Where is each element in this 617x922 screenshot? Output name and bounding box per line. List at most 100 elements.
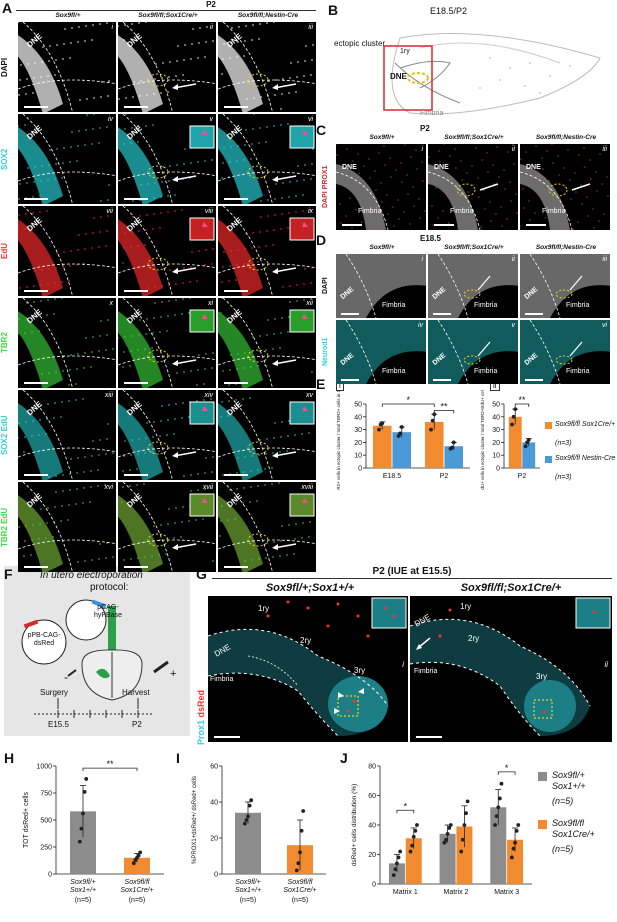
cell-dot — [366, 214, 368, 216]
cell-dot — [288, 316, 290, 318]
cell-dot — [531, 163, 533, 165]
cell-dot — [160, 316, 162, 318]
roman-label: xviii — [301, 484, 313, 491]
cell-dot — [308, 432, 310, 434]
cell-dot — [33, 181, 35, 183]
cell-dot — [252, 128, 254, 130]
cell-dot — [243, 487, 245, 489]
cell-dot — [489, 201, 491, 203]
cell-dot — [146, 214, 148, 216]
ectopic-outline — [463, 355, 481, 365]
cell-dot — [280, 108, 282, 110]
roman-label: ii — [511, 256, 515, 263]
cell-dot — [535, 145, 537, 147]
cell-dot — [132, 200, 134, 202]
chart-j: 0 20 40 60 80 dsRed+ cells distribution (%) Ma… — [351, 763, 532, 896]
cell-dot — [91, 143, 93, 145]
cell-dot — [541, 157, 543, 159]
cell-dot — [33, 77, 35, 79]
scale-bar — [224, 198, 248, 200]
cell-dot — [244, 560, 246, 562]
cell-dot — [175, 403, 177, 405]
cell-dot — [271, 467, 273, 469]
arrowhead — [272, 84, 278, 90]
cell-dot — [85, 129, 87, 131]
scale-bar — [224, 382, 248, 384]
row-label: TBR2 EdU — [0, 507, 9, 547]
ectopic-outline — [247, 441, 269, 455]
row-label: SOX2 EdU — [0, 415, 9, 455]
cell-dot — [566, 216, 568, 218]
panel-f-letter: F — [4, 566, 13, 582]
y-tick-label: 30 — [354, 427, 362, 434]
cell-dot — [107, 199, 109, 201]
cell-dot — [20, 64, 22, 66]
cell-dot — [461, 179, 463, 181]
cell-dot — [162, 166, 164, 168]
cell-dot — [63, 43, 65, 45]
cell-dot — [137, 349, 139, 351]
cell-dot — [161, 77, 163, 79]
cell-dot — [204, 56, 206, 58]
inset-arrowhead — [302, 222, 308, 227]
cell-dot — [33, 301, 35, 303]
cell-dot — [132, 96, 134, 98]
cell-dot — [61, 298, 63, 299]
cell-dot — [280, 332, 282, 334]
cell-dot — [222, 58, 224, 60]
panel-a-image-1-0: DNE iv — [18, 114, 116, 204]
cell-dot — [212, 560, 214, 562]
tissue-band — [118, 35, 163, 112]
cell-dot — [252, 232, 254, 234]
data-point — [497, 796, 502, 801]
data-point — [395, 861, 399, 866]
cell-dot — [230, 146, 232, 148]
arrowhead — [272, 544, 278, 550]
bar — [456, 826, 473, 884]
cell-dot — [124, 336, 126, 338]
cell-dot — [257, 485, 259, 487]
cell-dot — [79, 99, 81, 101]
cell-dot — [481, 159, 483, 161]
cell-dot — [342, 166, 344, 168]
cell-dot — [39, 211, 41, 213]
g-left-roman: i — [402, 660, 404, 669]
boundary — [529, 320, 561, 384]
cell-dot — [190, 162, 192, 164]
ectopic-outline — [247, 349, 269, 363]
cell-dot — [70, 250, 72, 252]
cell-dot — [221, 281, 223, 283]
data-point — [415, 823, 419, 827]
cell-dot — [498, 176, 500, 178]
cell-dot — [54, 506, 56, 508]
cell-dot — [131, 231, 133, 233]
sig-star-bracket — [396, 809, 415, 814]
cell-dot — [375, 189, 377, 191]
panel-a-image-3-2: DNE xii — [218, 298, 316, 388]
cell-dot — [407, 193, 409, 195]
cell-dot — [236, 472, 238, 474]
cell-dot — [61, 505, 63, 507]
cell-dot — [393, 225, 395, 227]
cell-dot — [118, 25, 119, 27]
g-left-1ry: 1ry — [258, 604, 270, 613]
cell-dot — [229, 161, 231, 163]
cell-dot — [107, 95, 109, 97]
cell-dot — [286, 554, 288, 556]
cell-dot — [281, 213, 283, 215]
cell-dot — [138, 126, 140, 128]
bar — [522, 442, 536, 468]
cell-dot — [253, 114, 255, 115]
roman-label: ix — [307, 208, 313, 215]
cell-dot — [607, 195, 609, 197]
cell-dot — [31, 435, 33, 437]
cell-dot — [63, 251, 65, 253]
cell-dot — [136, 484, 138, 486]
cell-dot — [257, 261, 259, 263]
scale-bar — [526, 224, 546, 226]
cell-dot — [55, 267, 57, 269]
cell-dot — [155, 63, 157, 65]
cell-dot — [98, 454, 100, 456]
cell-dot — [204, 472, 206, 474]
cell-dot — [25, 421, 27, 423]
